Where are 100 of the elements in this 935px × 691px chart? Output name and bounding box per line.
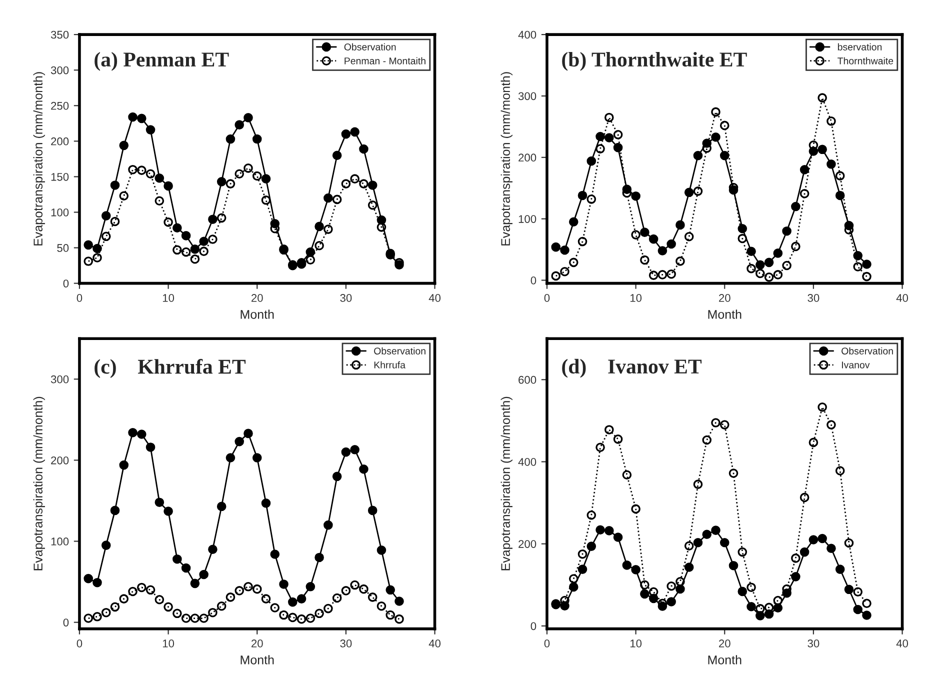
- point: [101, 232, 111, 242]
- point: [826, 420, 836, 430]
- point: [92, 612, 102, 622]
- point: [128, 586, 138, 596]
- x-axis-title: Month: [708, 310, 742, 319]
- point: [693, 480, 703, 489]
- point: [746, 264, 756, 274]
- point: [216, 213, 226, 223]
- text: (c) Khrrufa ET: [94, 358, 246, 378]
- point: [578, 549, 588, 559]
- point: [244, 582, 253, 592]
- point: [181, 563, 191, 573]
- y-tick-label: 400: [518, 458, 536, 466]
- point: [720, 150, 730, 160]
- point: [853, 604, 863, 614]
- point: [190, 578, 200, 588]
- point: [773, 603, 783, 613]
- point: [119, 140, 129, 150]
- point: [853, 262, 863, 272]
- point: [350, 127, 360, 137]
- point: [279, 610, 288, 620]
- point: [835, 171, 845, 180]
- point: [613, 142, 623, 152]
- point: [101, 608, 111, 618]
- point: [199, 246, 208, 256]
- point: [314, 608, 324, 618]
- y-tick-label: 300: [50, 375, 69, 384]
- point: [684, 562, 694, 572]
- x-tick-label: 10: [162, 294, 174, 302]
- point: [640, 228, 650, 237]
- x-tick-label: 10: [630, 640, 642, 648]
- point: [676, 576, 685, 586]
- point: [359, 144, 368, 154]
- point: [110, 216, 120, 226]
- point: [216, 177, 226, 186]
- point: [306, 255, 316, 265]
- point: [826, 544, 836, 554]
- y-tick-label: 50: [57, 244, 69, 252]
- legend-label: Observation: [374, 347, 426, 354]
- point: [164, 506, 173, 516]
- point: [181, 247, 191, 257]
- y-axis-title: Evapotranspiration (mm/month): [33, 72, 45, 246]
- point: [341, 586, 351, 596]
- point: [154, 594, 164, 604]
- point: [314, 240, 324, 250]
- point: [137, 114, 146, 124]
- y-tick-label: 100: [518, 215, 536, 223]
- point: [862, 272, 872, 282]
- point: [261, 174, 271, 184]
- point: [261, 594, 271, 604]
- point: [350, 174, 360, 184]
- point: [631, 565, 640, 574]
- point: [226, 134, 236, 144]
- point: [764, 258, 774, 268]
- point: [631, 230, 640, 240]
- point: [702, 530, 712, 540]
- point: [640, 255, 650, 265]
- point: [764, 602, 774, 612]
- point: [746, 582, 756, 592]
- point: [368, 180, 378, 190]
- point: [791, 242, 800, 252]
- point: [270, 550, 280, 559]
- point: [172, 245, 182, 255]
- point: [146, 125, 156, 134]
- point: [252, 171, 262, 181]
- point: [128, 164, 138, 174]
- point: [578, 236, 588, 246]
- point: [234, 436, 244, 446]
- point: [578, 190, 588, 200]
- point: [818, 534, 827, 544]
- point: [386, 585, 396, 595]
- legend-label: Observation: [344, 43, 396, 50]
- point: [332, 194, 342, 204]
- point: [808, 140, 818, 150]
- point: [226, 453, 236, 462]
- x-tick-label: 10: [162, 640, 174, 648]
- x-tick-label: 0: [544, 640, 550, 648]
- point: [658, 246, 668, 256]
- point: [296, 594, 306, 604]
- point: [684, 232, 694, 242]
- x-axis-title: Month: [240, 310, 274, 319]
- point: [826, 116, 836, 126]
- point: [208, 234, 218, 244]
- point: [288, 597, 298, 607]
- point: [376, 222, 386, 232]
- point: [596, 525, 605, 535]
- point: [568, 217, 578, 227]
- point: [818, 144, 827, 154]
- point: [359, 464, 368, 474]
- point: [782, 260, 792, 270]
- point: [738, 586, 748, 596]
- point: [92, 253, 102, 262]
- point: [376, 601, 386, 611]
- point: [119, 191, 129, 201]
- point: [252, 134, 262, 144]
- point: [234, 169, 244, 179]
- point: [782, 226, 792, 236]
- point: [631, 191, 640, 201]
- x-tick-label: 20: [719, 294, 730, 302]
- point: [568, 258, 578, 268]
